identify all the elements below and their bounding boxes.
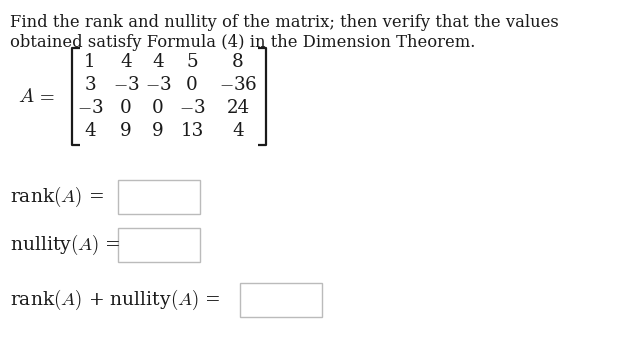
Text: $A$: $A$: [18, 87, 34, 106]
Text: 8: 8: [232, 53, 244, 71]
Text: 0: 0: [152, 99, 164, 117]
Text: Find the rank and nullity of the matrix; then verify that the values: Find the rank and nullity of the matrix;…: [10, 14, 559, 31]
Text: 4: 4: [120, 53, 132, 71]
Text: $-$3: $-$3: [179, 99, 205, 117]
Text: obtained satisfy Formula (4) in the Dimension Theorem.: obtained satisfy Formula (4) in the Dime…: [10, 34, 476, 51]
Text: 3: 3: [84, 76, 96, 94]
FancyBboxPatch shape: [118, 228, 200, 262]
Text: 24: 24: [226, 99, 249, 117]
Text: rank$(A)$ + nullity$(A)$ =: rank$(A)$ + nullity$(A)$ =: [10, 288, 221, 312]
Text: 5: 5: [186, 53, 198, 71]
Text: 13: 13: [181, 122, 204, 140]
FancyBboxPatch shape: [118, 180, 200, 214]
Text: $-$3: $-$3: [77, 99, 103, 117]
Text: nullity$(A)$ =: nullity$(A)$ =: [10, 233, 121, 257]
FancyBboxPatch shape: [240, 283, 322, 317]
Text: 9: 9: [120, 122, 132, 140]
Text: $=$: $=$: [36, 88, 55, 105]
Text: 4: 4: [152, 53, 164, 71]
Text: 4: 4: [84, 122, 96, 140]
Text: 9: 9: [152, 122, 164, 140]
Text: $-$36: $-$36: [219, 76, 258, 94]
Text: 4: 4: [232, 122, 244, 140]
Text: 0: 0: [186, 76, 198, 94]
Text: $-$3: $-$3: [112, 76, 139, 94]
Text: 0: 0: [120, 99, 132, 117]
Text: rank$(A)$ =: rank$(A)$ =: [10, 185, 104, 209]
Text: $-$3: $-$3: [145, 76, 171, 94]
Text: 1: 1: [84, 53, 96, 71]
